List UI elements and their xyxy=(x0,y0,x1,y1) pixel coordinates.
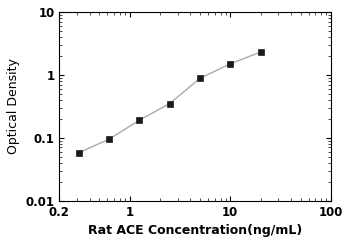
Y-axis label: Optical Density: Optical Density xyxy=(7,58,20,154)
X-axis label: Rat ACE Concentration(ng/mL): Rat ACE Concentration(ng/mL) xyxy=(88,224,302,237)
